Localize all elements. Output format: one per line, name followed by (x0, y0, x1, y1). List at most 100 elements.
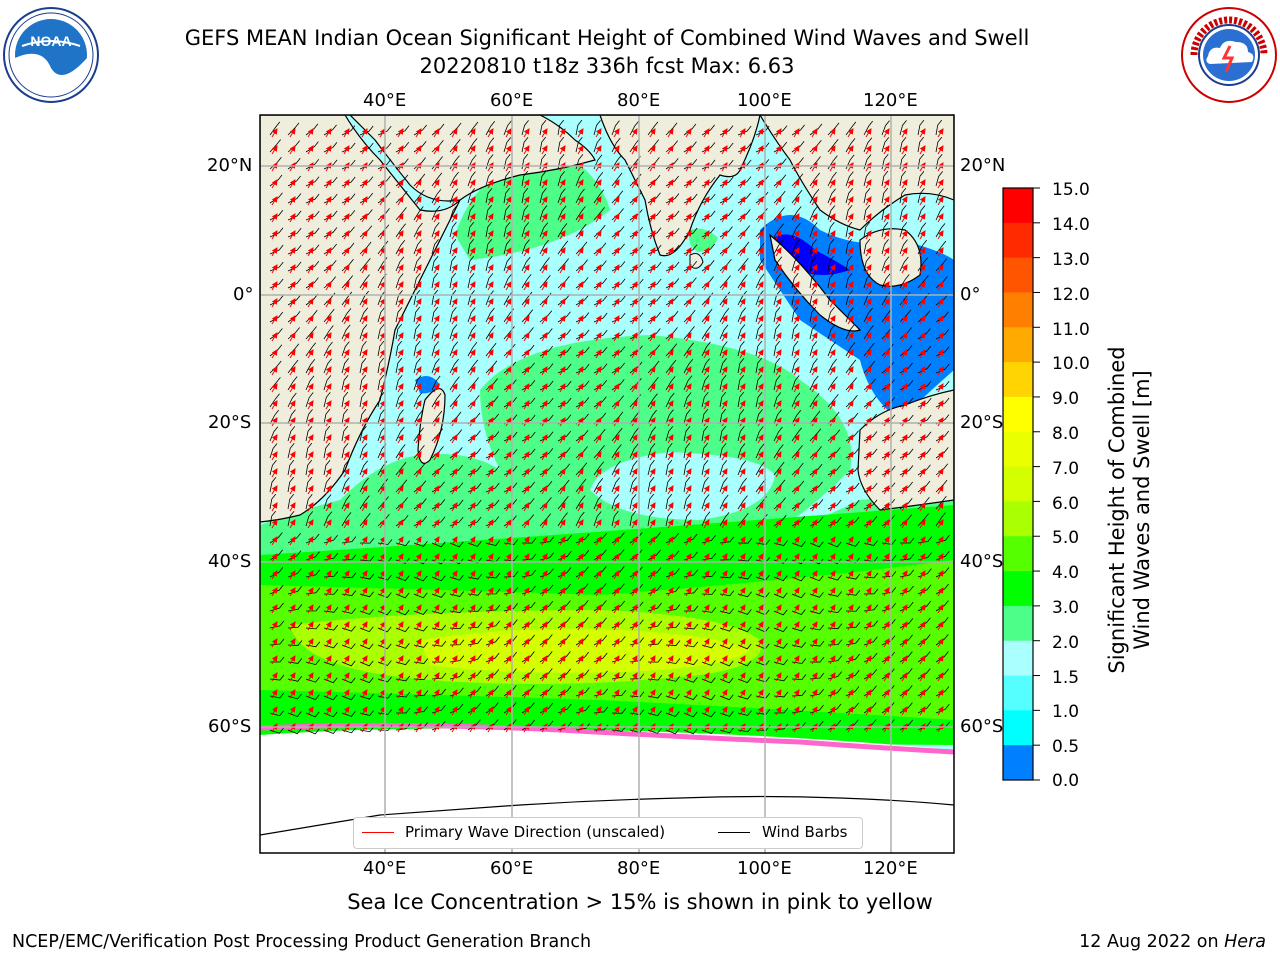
wind-barb (899, 205, 907, 221)
wave-direction-arrow (757, 213, 764, 223)
wave-direction-arrow (343, 145, 350, 155)
wave-direction-arrow (649, 315, 656, 325)
wave-direction-arrow (289, 349, 296, 359)
wave-direction-arrow (487, 247, 494, 257)
colorbar-segment (1003, 327, 1033, 363)
wave-direction-arrow (397, 264, 404, 274)
wind-barb (413, 323, 421, 340)
wave-direction-arrow (307, 264, 314, 274)
wind-barb (503, 273, 513, 289)
wave-direction-arrow (397, 179, 404, 189)
wave-direction-arrow (397, 230, 404, 240)
colorbar-tick: 2.0 (1052, 633, 1080, 653)
wave-direction-arrow (631, 247, 638, 257)
wave-direction-arrow (397, 247, 404, 257)
wave-direction-arrow (343, 332, 350, 342)
wind-barb (431, 306, 439, 323)
wave-direction-arrow (487, 315, 494, 325)
wind-barb (593, 171, 604, 187)
wave-direction-arrow (505, 281, 512, 291)
wind-barb (809, 272, 817, 289)
wind-barb (845, 307, 854, 323)
wind-barb (467, 324, 477, 340)
wind-barb (521, 187, 529, 204)
wave-direction-arrow (469, 196, 476, 206)
wave-direction-arrow (685, 145, 692, 155)
wave-direction-arrow (325, 128, 332, 138)
wind-barb-legend-line (718, 832, 750, 833)
wave-direction-arrow (289, 298, 296, 308)
wave-direction-arrow (649, 247, 656, 257)
wave-direction-arrow (523, 247, 530, 257)
wave-direction-arrow (307, 213, 314, 223)
wind-barb (611, 137, 621, 153)
wind-barb (539, 239, 549, 255)
wave-direction-arrow (739, 213, 746, 223)
wind-barb (881, 291, 892, 306)
wind-barb (449, 307, 457, 323)
wind-barb (791, 273, 799, 289)
wave-direction-arrow (541, 247, 548, 257)
colorbar-segment (1003, 536, 1033, 572)
lon-label-bottom-40e: 40°E (363, 858, 407, 879)
wind-barb (827, 324, 836, 340)
wave-direction-arrow (775, 315, 782, 325)
wave-direction-arrow (793, 230, 800, 240)
wind-barb (629, 120, 639, 136)
wave-direction-arrow (397, 128, 404, 138)
wave-direction-arrow (325, 264, 332, 274)
wave-direction-arrow (433, 196, 440, 206)
wave-direction-arrow (793, 162, 800, 172)
wave-direction-arrow (811, 162, 818, 172)
wave-direction-arrow (433, 230, 440, 240)
wind-barb (935, 136, 943, 153)
wave-direction-arrow (883, 179, 890, 189)
wave-direction-arrow (505, 213, 512, 223)
wave-direction-arrow (505, 230, 512, 240)
wave-direction-arrow (883, 298, 890, 308)
wind-barb (917, 188, 925, 204)
wave-direction-arrow (307, 162, 314, 172)
wave-direction-arrow (343, 128, 350, 138)
wind-barb (539, 119, 547, 136)
wave-direction-arrow (667, 264, 674, 274)
wave-direction-arrow (667, 281, 674, 291)
wind-barb (521, 120, 529, 136)
wind-barb (737, 324, 746, 340)
wind-barb (521, 222, 530, 238)
wave-direction-arrow (289, 128, 296, 138)
wave-direction-arrow (793, 145, 800, 155)
wave-direction-arrow (433, 332, 440, 342)
wave-direction-arrow (775, 247, 782, 257)
wave-direction-arrow (847, 128, 854, 138)
wave-direction-arrow (919, 145, 926, 155)
wave-direction-arrow (451, 230, 458, 240)
wave-direction-arrow (757, 145, 764, 155)
wave-direction-arrow (847, 145, 854, 155)
wave-direction-arrow (325, 179, 332, 189)
wave-direction-arrow (595, 247, 602, 257)
wave-direction-arrow (919, 179, 926, 189)
wave-direction-arrow (415, 315, 422, 325)
wave-direction-arrow (901, 264, 908, 274)
wave-direction-arrow (595, 128, 602, 138)
wind-barb (881, 170, 889, 187)
wind-barb (503, 204, 511, 221)
wind-barb (899, 274, 910, 289)
wave-direction-arrow (325, 230, 332, 240)
wave-direction-arrow (505, 128, 512, 138)
wave-direction-arrow (649, 196, 656, 206)
wave-direction-arrow (487, 281, 494, 291)
wind-barb (773, 306, 781, 323)
wind-barb (845, 138, 856, 153)
wave-direction-arrow (685, 162, 692, 172)
wave-direction-arrow (793, 315, 800, 325)
wave-direction-arrow (631, 145, 638, 155)
wave-direction-arrow (865, 179, 872, 189)
wind-barb (503, 187, 511, 204)
wave-direction-arrow (901, 179, 908, 189)
wind-barb (845, 188, 853, 204)
wave-direction-arrow (649, 281, 656, 291)
wind-barb (377, 323, 385, 340)
wave-direction-arrow (415, 145, 422, 155)
